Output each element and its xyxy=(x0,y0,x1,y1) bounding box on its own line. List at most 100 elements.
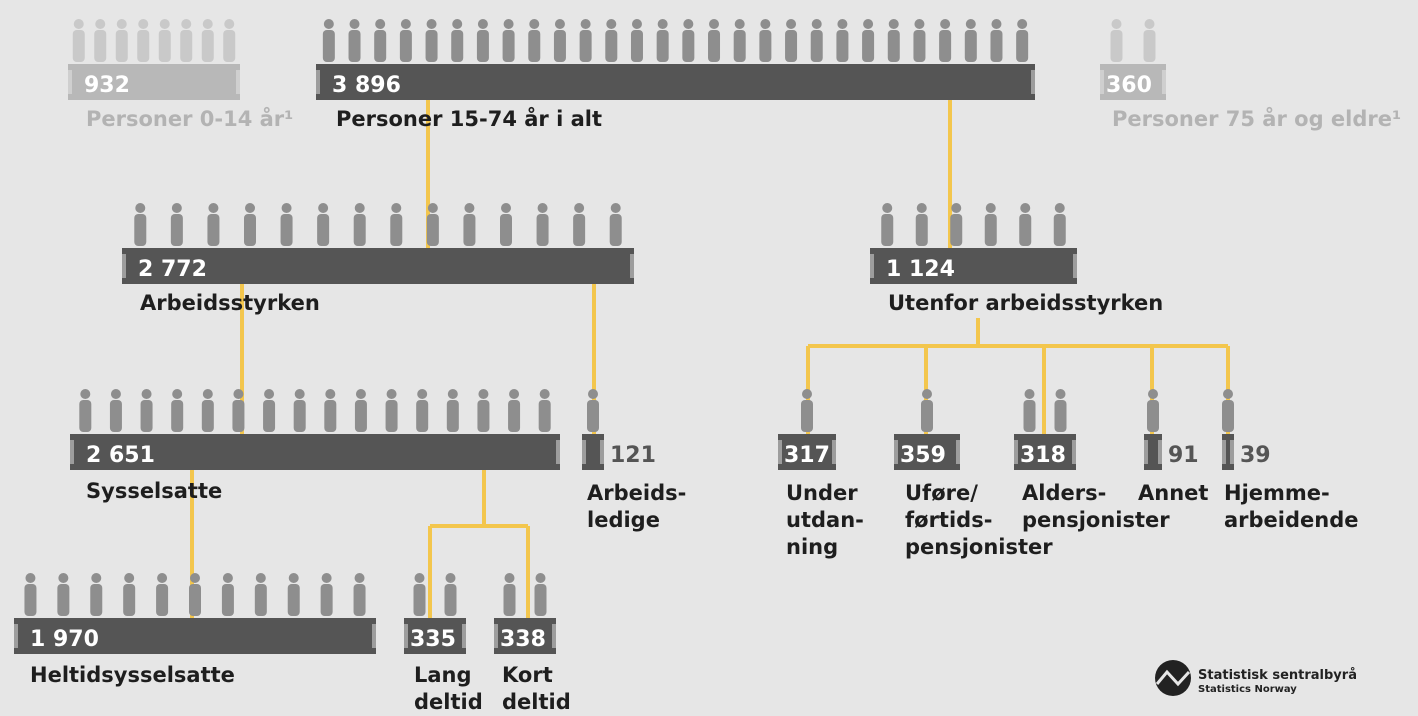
node-value: 338 xyxy=(500,627,546,652)
silhouette-head xyxy=(80,389,91,399)
node: 318 Alders-pensjonister xyxy=(1014,389,1170,532)
silhouette-body xyxy=(708,30,721,62)
bar-cap xyxy=(1222,440,1226,464)
silhouette-head xyxy=(580,19,591,29)
silhouette-body xyxy=(536,214,549,246)
silhouette-body xyxy=(1053,214,1066,246)
silhouette-head xyxy=(325,389,336,399)
node-value: 3 896 xyxy=(332,73,401,98)
silhouette-head xyxy=(159,19,170,29)
silhouette-body xyxy=(451,30,464,62)
silhouette-head xyxy=(281,203,292,213)
bar-cap xyxy=(494,624,498,648)
silhouette-body xyxy=(280,214,293,246)
silhouette-head xyxy=(1144,19,1155,29)
bar-cap xyxy=(236,70,240,94)
node: 1 970 Heltidsysselsatte xyxy=(14,573,376,687)
silhouette-head xyxy=(181,19,192,29)
connector xyxy=(428,470,530,618)
silhouette-head xyxy=(1148,389,1158,399)
silhouette-body xyxy=(733,30,746,62)
silhouette-body xyxy=(232,400,245,432)
silhouette-body xyxy=(810,30,823,62)
silhouette-body xyxy=(862,30,875,62)
silhouette-head xyxy=(255,573,266,583)
silhouette-head xyxy=(95,19,106,29)
silhouette-head xyxy=(157,573,168,583)
connectors xyxy=(190,100,1230,618)
node-label: Arbeidsstyrken xyxy=(140,291,320,315)
bar-cap xyxy=(778,440,782,464)
node-value: 359 xyxy=(900,443,946,468)
bar-cap xyxy=(1158,440,1162,464)
bar xyxy=(1144,434,1162,470)
bar-cap xyxy=(600,440,604,464)
silhouette-body xyxy=(630,30,643,62)
silhouette-head xyxy=(478,389,489,399)
silhouette-body xyxy=(477,400,490,432)
silhouette-body xyxy=(189,584,201,616)
silhouette-body xyxy=(1110,30,1123,62)
silhouette-head xyxy=(354,573,365,583)
silhouette-body xyxy=(573,214,586,246)
silhouette-body xyxy=(426,214,439,246)
silhouette-body xyxy=(502,30,515,62)
silhouette-head xyxy=(323,19,334,29)
connector xyxy=(806,318,1230,434)
silhouette-head xyxy=(863,19,874,29)
node: 1 124 Utenfor arbeidsstyrken xyxy=(870,203,1163,315)
bar xyxy=(894,434,960,470)
node: 335 Lang deltid xyxy=(404,573,483,714)
node-value: 1 970 xyxy=(30,627,99,652)
silhouette-head xyxy=(606,19,617,29)
silhouette-body xyxy=(72,30,85,62)
bar-cap xyxy=(832,440,836,464)
silhouette-head xyxy=(501,203,511,213)
node-label: pensjonister xyxy=(1022,508,1170,532)
silhouette-body xyxy=(881,214,894,246)
node-label: Personer 0-14 år¹ xyxy=(86,106,293,131)
node: 359 Uføre/førtids-pensjonister xyxy=(894,389,1053,559)
silhouette-head xyxy=(503,19,514,29)
silhouette-body xyxy=(137,30,150,62)
node-label: utdan- xyxy=(786,508,864,532)
silhouette-body xyxy=(425,30,438,62)
node-value: 360 xyxy=(1106,73,1152,98)
silhouette-head xyxy=(464,203,475,213)
bar xyxy=(870,248,1077,284)
silhouette-body xyxy=(354,400,367,432)
bar xyxy=(1014,434,1076,470)
silhouette-head xyxy=(233,389,244,399)
silhouette-head xyxy=(354,203,365,213)
bar-cap xyxy=(870,254,874,278)
silhouette-body xyxy=(887,30,900,62)
silhouette-body xyxy=(24,584,37,616)
silhouette-body xyxy=(579,30,592,62)
silhouette-body xyxy=(158,30,171,62)
silhouette-head xyxy=(355,389,366,399)
silhouette-body xyxy=(1147,400,1159,432)
bar xyxy=(122,248,634,284)
silhouette-body xyxy=(348,30,361,62)
node-label: Hjemme- xyxy=(1224,481,1330,505)
silhouette-head xyxy=(426,19,437,29)
silhouette-head xyxy=(91,573,102,583)
silhouette-body xyxy=(984,214,997,246)
silhouette-head xyxy=(25,573,36,583)
silhouette-head xyxy=(73,19,84,29)
silhouette-body xyxy=(964,30,977,62)
silhouette-body xyxy=(134,214,147,246)
silhouette-body xyxy=(353,584,366,616)
silhouette-head xyxy=(294,389,305,399)
silhouette-head xyxy=(535,573,546,583)
silhouette-head xyxy=(786,19,797,29)
node-label: pensjonister xyxy=(905,535,1053,559)
silhouette-head xyxy=(888,19,899,29)
silhouette-body xyxy=(801,400,813,432)
silhouette-head xyxy=(375,19,386,29)
silhouette-head xyxy=(537,203,548,213)
bar-cap xyxy=(404,624,408,648)
silhouette-body xyxy=(221,584,234,616)
silhouette-head xyxy=(110,389,121,399)
